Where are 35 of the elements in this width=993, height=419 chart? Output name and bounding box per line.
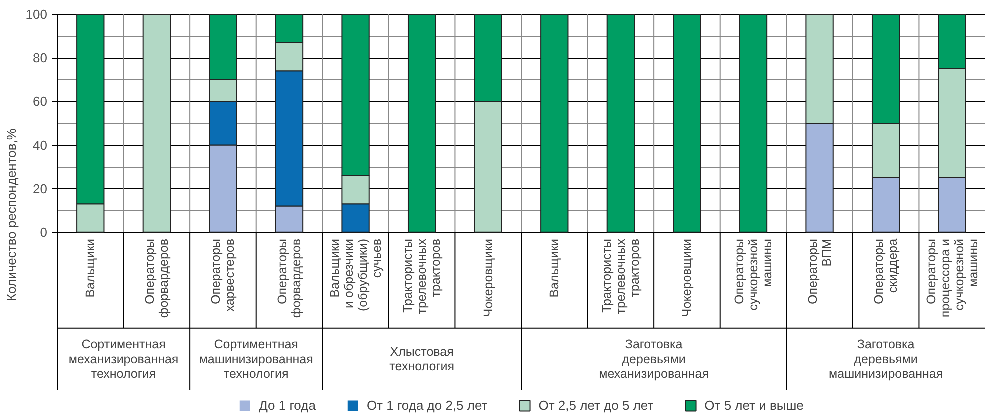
y-tick-label: 0 bbox=[40, 224, 48, 240]
x-tick-label: Операторы харвестеров bbox=[209, 238, 238, 312]
legend-label: От 2,5 лет до 5 лет bbox=[538, 398, 654, 413]
bar bbox=[739, 14, 768, 233]
x-tick-label: Вальщики bbox=[548, 238, 562, 298]
legend-label: От 1 года до 2,5 лет bbox=[366, 398, 488, 413]
y-tick-label: 80 bbox=[33, 50, 48, 66]
x-tick-label: Операторы форвардеров bbox=[276, 238, 304, 318]
bar bbox=[673, 14, 702, 233]
y-tick-label: 20 bbox=[33, 181, 48, 196]
text: Заготовка деревьями машинизированная bbox=[829, 338, 944, 382]
y-axis-title: Количество респондентов,% bbox=[4, 128, 19, 302]
x-tick-label: Операторы процессора и сучкорезной машины bbox=[924, 238, 980, 318]
x-tick-label: Операторы скиддера bbox=[872, 238, 900, 305]
bar bbox=[142, 14, 172, 233]
legend-label: От 5 лет и выше bbox=[704, 398, 804, 413]
text: Хлыстовая технология bbox=[390, 345, 454, 374]
bar bbox=[408, 14, 436, 233]
x-tick-label: Чокеровщики bbox=[481, 238, 496, 318]
y-tick-label: 60 bbox=[33, 94, 48, 110]
y-tick-label: 40 bbox=[33, 138, 48, 153]
legend-label: До 1 года bbox=[259, 398, 316, 413]
x-tick-label: Чокеровщики bbox=[680, 238, 694, 318]
x-tick-label: Вальщики bbox=[84, 238, 98, 298]
text: Заготовка деревьями механизированная bbox=[599, 338, 709, 382]
bar bbox=[606, 14, 636, 233]
bar bbox=[540, 14, 569, 233]
x-tick-label: Операторы сучкорезной машины bbox=[732, 238, 774, 311]
x-tick-label: Операторы ВПМ bbox=[806, 238, 834, 305]
x-tick-label: Операторы форвардеров bbox=[142, 238, 171, 318]
y-tick-label: 100 bbox=[26, 7, 48, 22]
text: Сортиментная машинизированная технология bbox=[199, 338, 314, 382]
text: Сортиментная механизированная технология bbox=[68, 338, 179, 382]
x-tick-label: Вальщики и обрезчики (обрубщики) сучьев bbox=[328, 238, 384, 312]
x-tick-label: Трактористы трелевочных тракторов bbox=[600, 238, 642, 314]
